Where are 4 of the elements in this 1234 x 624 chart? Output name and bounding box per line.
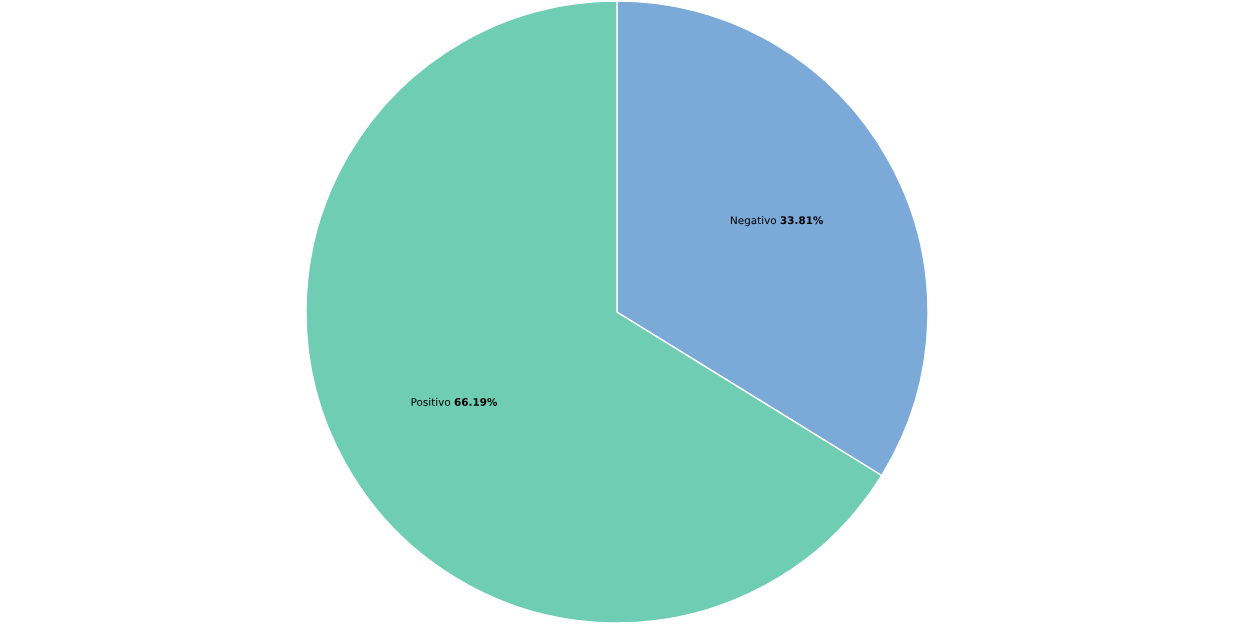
slice-label: Negativo xyxy=(730,216,777,227)
data-label: 33.81% xyxy=(780,216,824,225)
slice-label: Positivo xyxy=(411,397,451,406)
data-label: 66.19% xyxy=(454,398,498,406)
